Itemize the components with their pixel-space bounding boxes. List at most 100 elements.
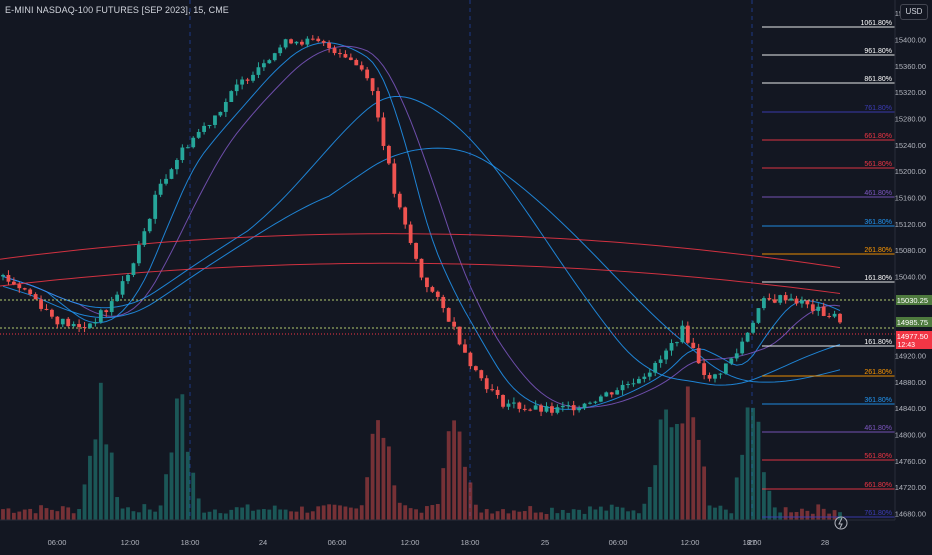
price-tick-label: 15080.00 — [895, 246, 926, 255]
candle-body — [463, 344, 467, 353]
candle-body — [256, 67, 261, 75]
candle-body — [1, 275, 5, 277]
time-tick-label: 18:00 — [181, 538, 200, 547]
volume-bar — [104, 444, 109, 520]
candle-body — [658, 359, 663, 363]
price-tick-label: 15120.00 — [895, 220, 926, 229]
candle-body — [707, 375, 712, 379]
candle-body — [316, 38, 321, 42]
volume-bar — [446, 431, 451, 520]
volume-bar — [310, 511, 315, 520]
volume-bar — [615, 506, 620, 520]
price-tick-label: 14840.00 — [895, 404, 926, 413]
fib-level-label: 761.80% — [864, 105, 892, 112]
volume-bar — [647, 486, 652, 520]
candle-body — [528, 409, 533, 411]
volume-bar — [397, 502, 402, 520]
candle-body — [473, 366, 478, 371]
volume-bar — [653, 465, 658, 520]
candle-body — [348, 57, 353, 60]
candle-body — [115, 294, 120, 302]
candle-body — [17, 284, 22, 289]
mid-price-tag — [896, 317, 932, 327]
candle-body — [729, 358, 734, 364]
fib-level-label: 261.80% — [864, 369, 892, 376]
volume-bar — [762, 472, 766, 520]
volume-bar — [582, 513, 587, 520]
volume-bar — [626, 511, 630, 520]
volume-bar — [332, 504, 337, 520]
candle-body — [734, 353, 739, 359]
volume-bar — [495, 511, 500, 520]
volume-bar — [338, 505, 342, 520]
price-tick-label: 15240.00 — [895, 141, 926, 150]
volume-bar — [680, 423, 685, 520]
candle-body — [11, 281, 16, 285]
volume-bar — [718, 505, 723, 520]
fib-level-label: 161.80% — [864, 275, 892, 282]
volume-bar — [272, 505, 277, 520]
candle-body — [327, 42, 332, 49]
volume-bar — [745, 407, 750, 520]
candle-body — [696, 348, 701, 364]
candle-body — [245, 79, 250, 81]
candle-body — [740, 341, 745, 354]
fib-level-label: 1061.80% — [860, 20, 892, 27]
candle-body — [321, 41, 326, 43]
candle-body — [452, 321, 457, 327]
volume-bar — [734, 477, 739, 520]
last-price-tag-text: 14977.50 — [897, 332, 928, 341]
candle-body — [647, 372, 652, 377]
volume-bar — [522, 511, 527, 520]
volume-bar — [571, 509, 576, 520]
volume-bar — [98, 382, 103, 520]
candle-body — [588, 402, 592, 404]
candle-body — [218, 111, 223, 116]
candle-body — [185, 147, 190, 149]
volume-bar — [223, 513, 228, 520]
candle-body — [289, 39, 293, 44]
volume-bar — [240, 507, 245, 520]
fib-level-label: 161.80% — [864, 339, 892, 346]
volume-bar — [588, 506, 592, 520]
countdown-text: 12:43 — [897, 342, 915, 349]
candle-body — [343, 54, 348, 58]
price-tick-label: 14680.00 — [895, 509, 926, 518]
volume-bar — [604, 510, 609, 520]
volume-bar — [115, 497, 120, 520]
candle-body — [838, 313, 842, 323]
candle-body — [392, 163, 397, 194]
candle-body — [609, 392, 614, 395]
candle-body — [310, 38, 315, 40]
candle-body — [240, 79, 245, 85]
volume-bar — [473, 504, 478, 520]
time-tick-label: 12:00 — [121, 538, 140, 547]
volume-bar — [17, 511, 22, 520]
currency-button[interactable]: USD — [900, 4, 928, 20]
candle-body — [713, 374, 717, 379]
candle-body — [251, 74, 255, 81]
volume-bar — [60, 506, 65, 520]
price-tick-label: 15360.00 — [895, 62, 926, 71]
candle-body — [22, 288, 27, 290]
price-tick-label: 14920.00 — [895, 351, 926, 360]
volume-bar — [669, 427, 674, 520]
lightning-icon[interactable] — [834, 516, 848, 530]
fib-level-label: 661.80% — [864, 133, 892, 140]
candle-body — [55, 316, 60, 325]
candle-body — [702, 363, 707, 376]
volume-bar — [218, 513, 223, 520]
price-tick-label: 14760.00 — [895, 457, 926, 466]
fib-level-label: 461.80% — [864, 190, 892, 197]
candle-body — [403, 207, 408, 225]
candle-body — [66, 318, 71, 327]
volume-bar — [435, 504, 440, 520]
time-tick-label: 24 — [259, 538, 267, 547]
candle-body — [810, 304, 815, 311]
volume-bar — [490, 513, 495, 520]
fib-level-label: 461.80% — [864, 425, 892, 432]
candle-body — [615, 390, 620, 395]
volume-bar — [191, 472, 196, 520]
volume-bar — [441, 468, 446, 520]
